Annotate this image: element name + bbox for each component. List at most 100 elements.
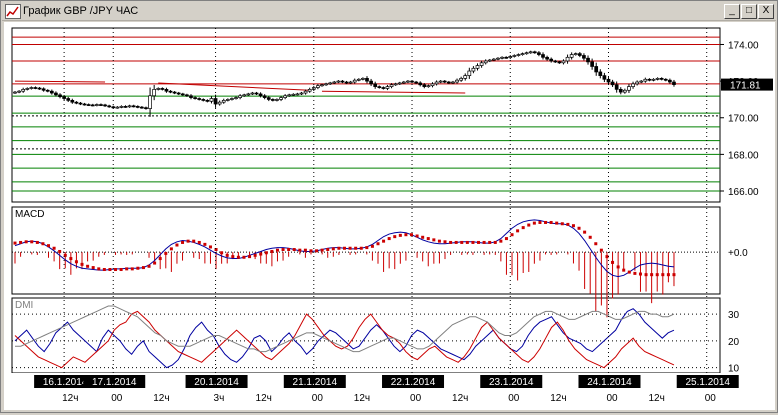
macd-signal-dot — [242, 255, 246, 259]
candle-body — [324, 83, 328, 86]
macd-signal-dot — [493, 240, 497, 244]
candle-body — [266, 97, 271, 100]
candle-body — [332, 81, 337, 84]
macd-signal-dot — [488, 240, 492, 244]
candle-body — [524, 52, 529, 55]
macd-signal-dot — [130, 267, 134, 271]
macd-signal-dot — [158, 257, 162, 261]
macd-signal-dot — [354, 246, 358, 250]
candle-body — [475, 65, 480, 69]
candle-body — [180, 93, 185, 96]
macd-signal-dot — [638, 272, 642, 276]
price-axis-label: 166.00 — [728, 187, 759, 198]
candle-body — [66, 98, 71, 101]
maximize-button[interactable]: □ — [741, 4, 757, 19]
candle-body — [127, 105, 132, 108]
candle-body — [82, 103, 87, 106]
candle-body — [307, 89, 312, 92]
candle-body — [561, 60, 566, 64]
macd-signal-dot — [175, 243, 179, 247]
macd-signal-dot — [80, 262, 84, 266]
macd-signal-dot — [320, 248, 324, 252]
hour-label: 12ч — [354, 393, 370, 404]
date-label: 21.1.2014 — [293, 377, 338, 388]
candle-body — [271, 99, 275, 101]
macd-signal-dot — [666, 273, 670, 277]
macd-signal-dot — [611, 260, 615, 264]
macd-signal-dot — [225, 253, 229, 257]
candle-body — [168, 90, 173, 93]
dmi-axis-label: 10 — [728, 364, 740, 375]
macd-signal-dot — [169, 247, 173, 251]
candle-body — [369, 80, 373, 85]
candle-body — [209, 98, 214, 102]
candle-body — [221, 99, 226, 103]
close-button[interactable]: X — [758, 4, 774, 19]
candle-body — [90, 104, 95, 107]
candle-body — [627, 86, 631, 91]
candle-body — [348, 81, 353, 84]
minimize-button[interactable]: _ — [724, 4, 740, 19]
macd-signal-dot — [97, 267, 101, 271]
candle-body — [205, 99, 210, 102]
macd-signal-dot — [192, 239, 196, 243]
candle-body — [573, 53, 578, 55]
macd-signal-dot — [164, 251, 168, 255]
macd-signal-dot — [315, 249, 319, 253]
dmi-axis-label: 20 — [728, 337, 740, 348]
macd-signal-dot — [309, 249, 313, 253]
macd-signal-dot — [35, 240, 39, 244]
macd-signal-dot — [74, 260, 78, 264]
macd-signal-dot — [125, 267, 129, 271]
candle-body — [500, 56, 504, 59]
macd-signal-dot — [599, 248, 603, 252]
title-bar[interactable]: График GBP /JPY ЧАС _ □ X — [2, 2, 776, 21]
candle-body — [393, 83, 398, 86]
macd-signal-dot — [63, 253, 67, 257]
candle-body — [438, 80, 443, 83]
macd-signal-dot — [248, 255, 252, 259]
macd-signal-dot — [588, 235, 592, 239]
candle-body — [418, 82, 423, 86]
current-price-label: 171.81 — [730, 81, 761, 92]
trend-line — [158, 82, 310, 91]
candle-body — [135, 106, 140, 108]
macd-signal-dot — [19, 240, 23, 244]
candle-body — [193, 97, 197, 99]
macd-signal-dot — [443, 240, 447, 244]
hour-label: 3ч — [214, 393, 225, 404]
candle-body — [582, 55, 586, 59]
candle-body — [610, 81, 615, 86]
candle-body — [623, 89, 627, 93]
chart-svg[interactable]: 174.00172.00170.00168.00166.00171.81MACD… — [4, 22, 775, 410]
trend-line — [321, 90, 466, 94]
macd-label: MACD — [15, 209, 44, 220]
candle-body — [553, 60, 558, 63]
macd-signal-dot — [331, 247, 335, 251]
candle-body — [663, 78, 668, 81]
macd-signal-dot — [410, 233, 414, 237]
candle-body — [283, 95, 287, 98]
candle-body — [123, 106, 128, 108]
candle-body — [389, 84, 394, 87]
hour-label: 00 — [312, 393, 324, 404]
macd-signal-dot — [58, 249, 62, 253]
candle-body — [655, 78, 660, 80]
candle-body — [381, 87, 386, 89]
candle-body — [520, 53, 525, 55]
candle-body — [459, 78, 463, 81]
macd-signal-dot — [532, 221, 536, 225]
candle-body — [672, 81, 676, 85]
macd-signal-dot — [471, 240, 475, 244]
date-label: 23.1.2014 — [489, 377, 534, 388]
candle-body — [225, 99, 230, 101]
macd-signal-dot — [482, 240, 486, 244]
candle-body — [246, 93, 251, 96]
chart-area[interactable]: 174.00172.00170.00168.00166.00171.81MACD… — [4, 22, 775, 410]
macd-signal-dot — [30, 240, 34, 244]
candle-body — [586, 57, 590, 63]
candle-body — [13, 91, 17, 94]
candle-body — [197, 98, 202, 100]
candle-body — [340, 80, 345, 83]
